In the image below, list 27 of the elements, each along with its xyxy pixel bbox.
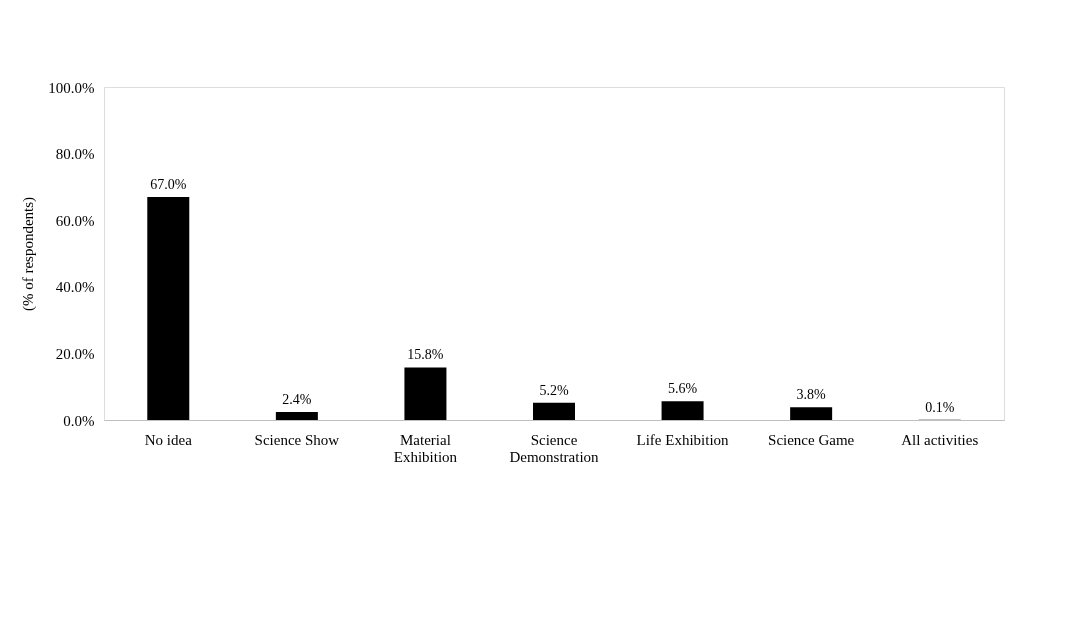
x-tick-label: Life Exhibition [636, 431, 730, 448]
y-tick-label: 0.0% [63, 412, 95, 429]
y-tick-label: 60.0% [55, 212, 95, 229]
bar [275, 412, 318, 420]
bar [661, 401, 704, 420]
x-tick-label: All activities [901, 431, 979, 448]
x-tick-label: Science Game [768, 431, 855, 448]
bar [404, 367, 447, 420]
x-tick-label: Material Exhibition [393, 431, 458, 465]
x-tick-label: Science Demonstration [509, 431, 600, 465]
data-label: 5.2% [539, 382, 569, 398]
x-tick-label: No idea [144, 431, 193, 448]
y-axis-title: (% of respondents) [20, 196, 38, 312]
data-label: 3.8% [796, 387, 827, 403]
bar [147, 196, 190, 420]
x-tick-label: Science Show [254, 431, 340, 448]
y-tick-label: 80.0% [55, 146, 95, 163]
data-label: 0.1% [925, 399, 955, 415]
data-label: 2.4% [282, 392, 312, 408]
y-tick-label: 100.0% [48, 79, 95, 96]
bar [533, 402, 575, 420]
y-tick-label: 20.0% [55, 345, 95, 362]
data-label: 15.8% [407, 347, 444, 363]
y-tick-label: 40.0% [55, 279, 95, 296]
data-label: 5.6% [667, 381, 698, 397]
data-label: 67.0% [150, 176, 187, 192]
bar [790, 407, 833, 420]
